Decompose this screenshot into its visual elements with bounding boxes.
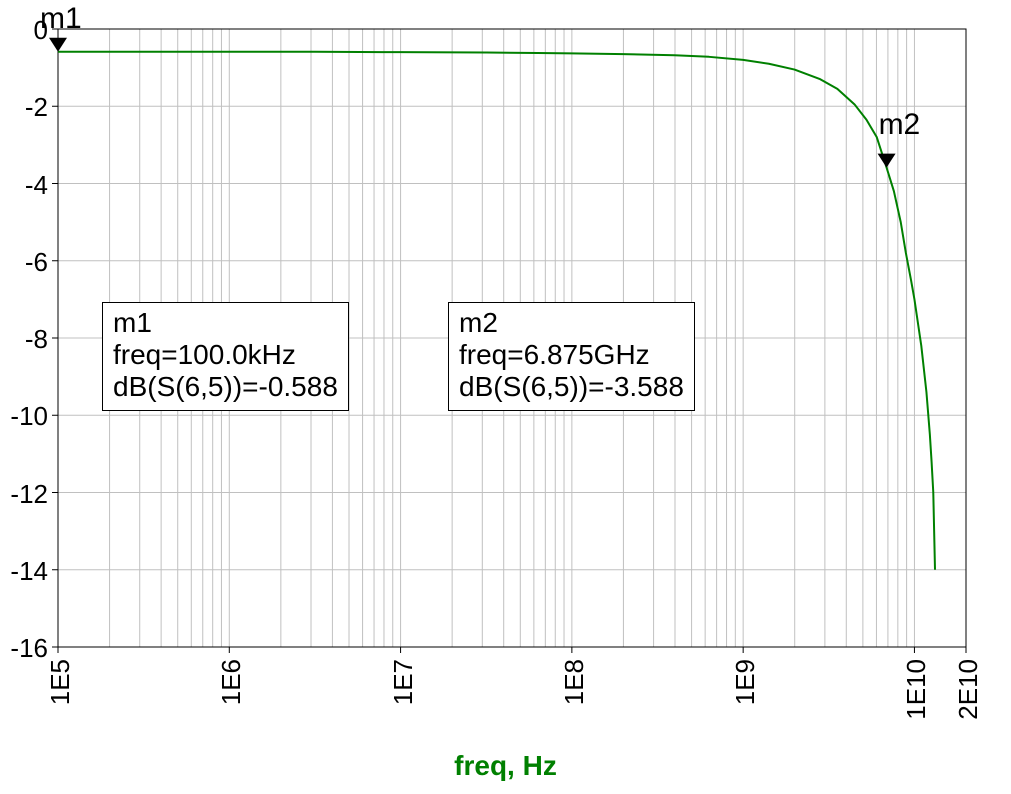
x-tick-label: 2E10 [953, 659, 984, 720]
y-tick-label: -14 [10, 556, 48, 587]
marker-info-box: m2freq=6.875GHzdB(S(6,5))=-3.588 [448, 302, 695, 411]
chart-container: 0-2-4-6-8-10-12-14-161E51E61E71E81E91E10… [0, 0, 1011, 794]
x-tick-label: 1E6 [216, 659, 247, 705]
y-tick-label: -12 [10, 479, 48, 510]
info-line: freq=6.875GHz [459, 339, 684, 371]
y-tick-label: -16 [10, 633, 48, 664]
marker-label: m1 [40, 2, 82, 36]
info-line: m2 [459, 307, 684, 339]
y-tick-label: -6 [25, 247, 48, 278]
info-line: freq=100.0kHz [113, 339, 338, 371]
x-tick-label: 1E9 [730, 659, 761, 705]
info-line: dB(S(6,5))=-0.588 [113, 371, 338, 403]
y-tick-label: -10 [10, 401, 48, 432]
y-tick-label: -2 [25, 92, 48, 123]
x-tick-label: 1E8 [559, 659, 590, 705]
marker-triangle-icon [49, 38, 67, 52]
y-tick-label: -4 [25, 170, 48, 201]
x-axis-title: freq, Hz [0, 750, 1011, 782]
x-tick-label: 1E5 [45, 659, 76, 705]
marker-triangle-icon [878, 154, 896, 168]
info-line: m1 [113, 307, 338, 339]
info-line: dB(S(6,5))=-3.588 [459, 371, 684, 403]
marker-label: m2 [879, 108, 921, 142]
y-tick-label: -8 [25, 324, 48, 355]
x-tick-label: 1E10 [901, 659, 932, 720]
marker-info-box: m1freq=100.0kHzdB(S(6,5))=-0.588 [102, 302, 349, 411]
x-tick-label: 1E7 [388, 659, 419, 705]
